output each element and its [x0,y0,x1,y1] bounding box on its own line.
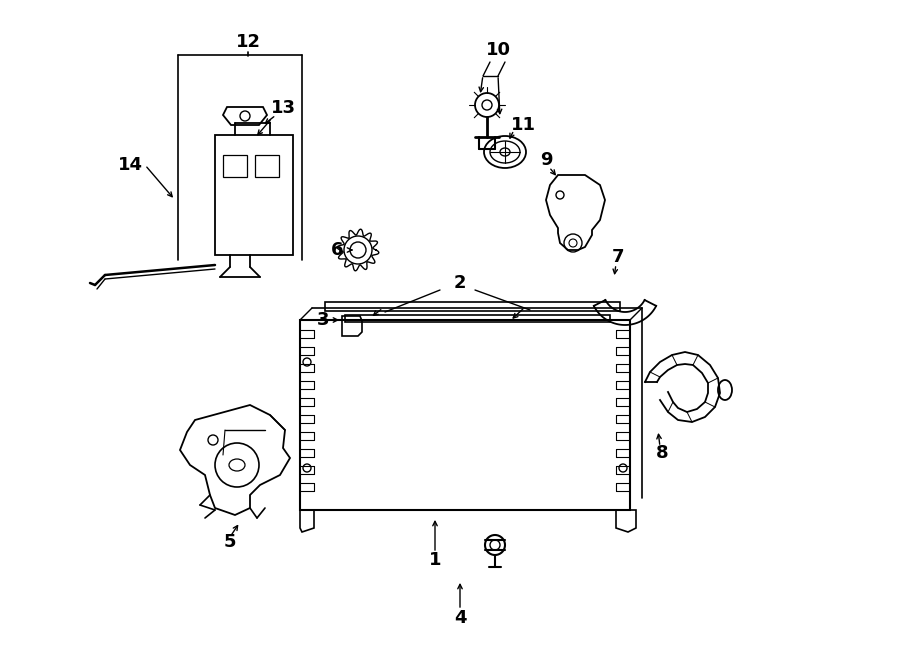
Text: 1: 1 [428,551,441,569]
Text: 9: 9 [540,151,553,169]
Text: 7: 7 [612,248,625,266]
Text: 3: 3 [317,311,329,329]
Bar [223,155,247,177]
Text: 2: 2 [454,274,466,292]
Text: 11: 11 [510,116,536,134]
Text: 13: 13 [271,99,295,117]
Bar [300,320,630,510]
Text: 5: 5 [224,533,236,551]
Text: 8: 8 [656,444,669,462]
Text: 10: 10 [485,41,510,59]
Text: 12: 12 [236,33,260,51]
Bar [325,302,620,311]
Bar [255,155,279,177]
Text: 4: 4 [454,609,466,627]
Bar [345,315,610,322]
Text: 14: 14 [118,156,142,174]
Text: 6: 6 [331,241,343,259]
